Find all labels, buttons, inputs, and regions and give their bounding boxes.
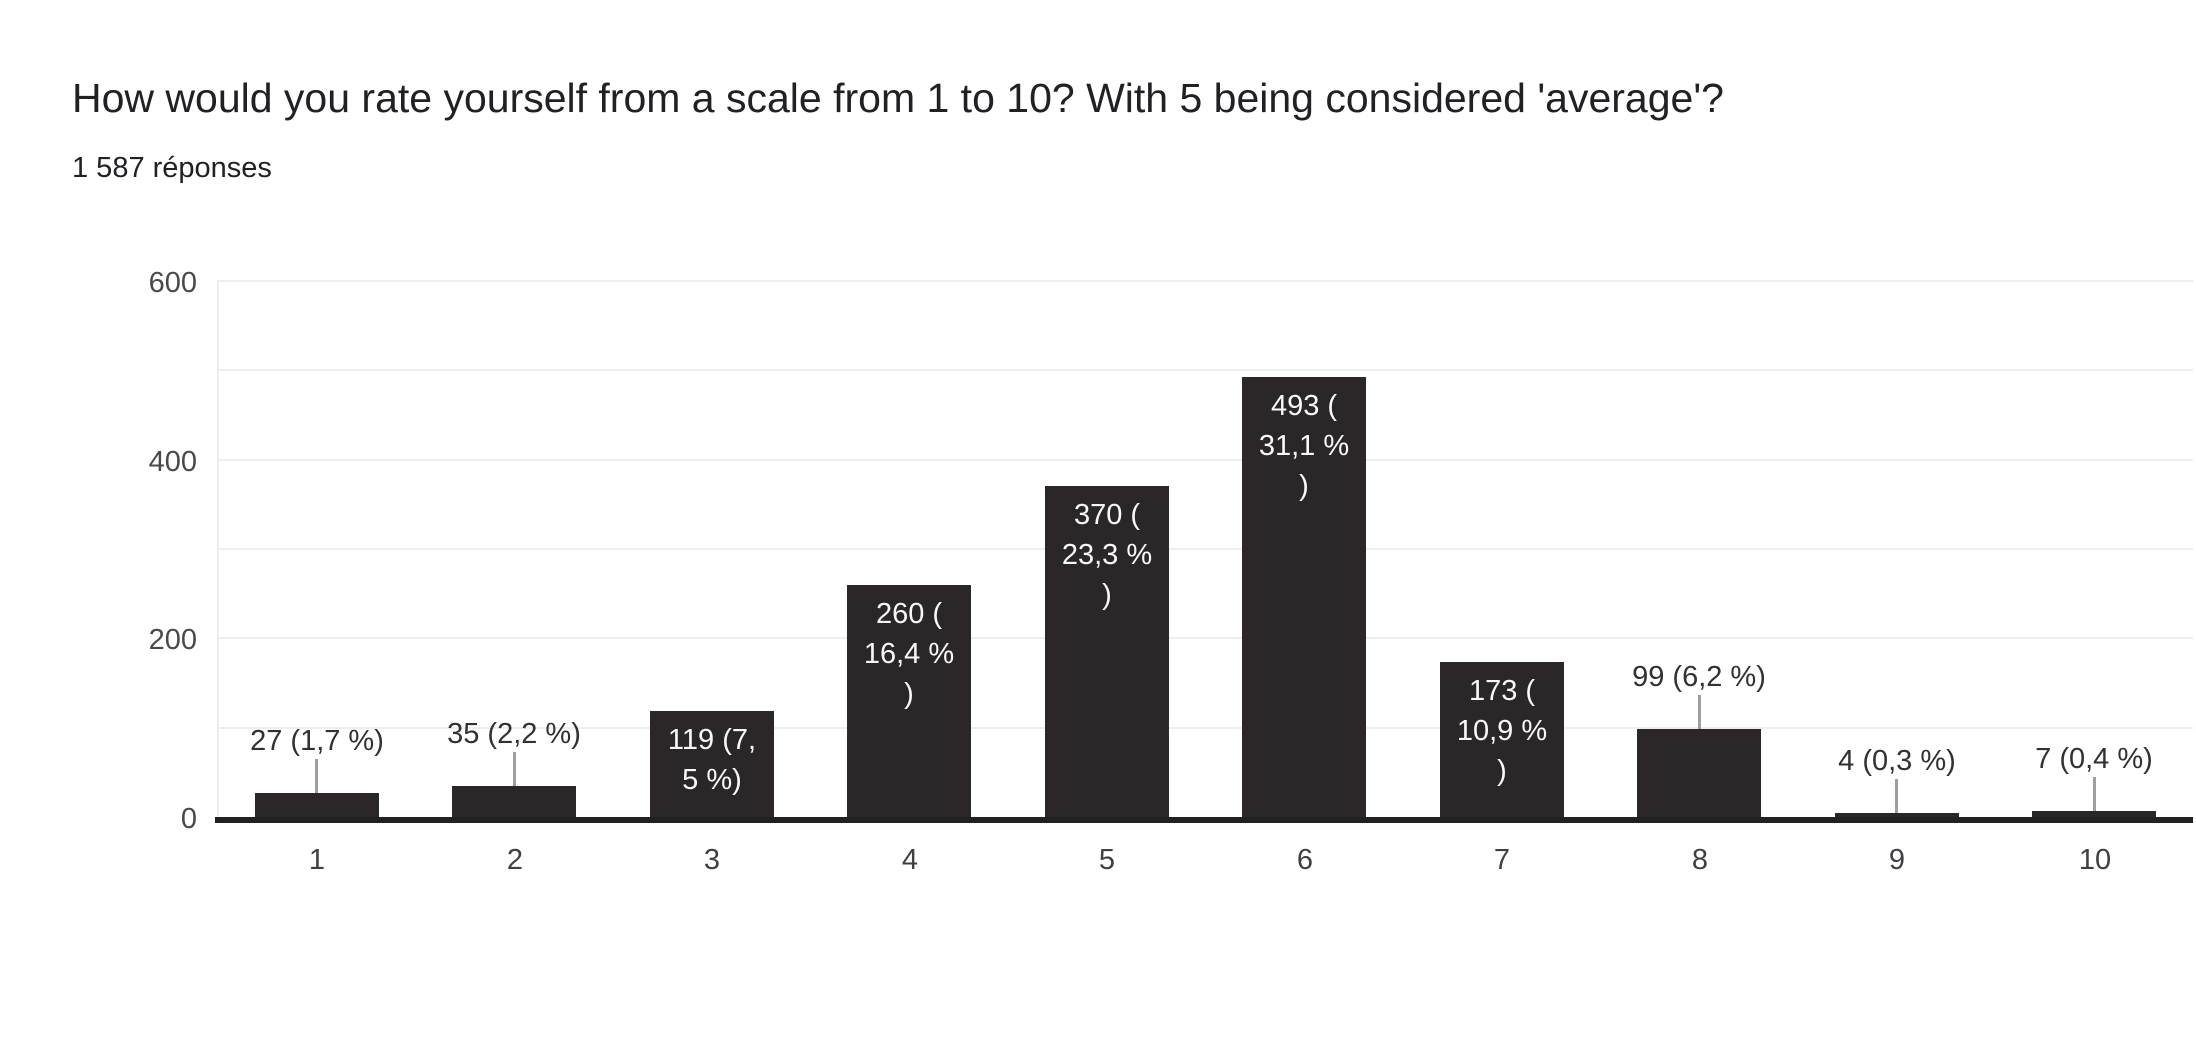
bar-8 — [1637, 729, 1761, 817]
bar-10 — [2032, 811, 2156, 817]
x-axis-category-label-6: 6 — [1296, 844, 1314, 876]
gridline-500 — [218, 369, 2193, 372]
x-axis-category-label-5: 5 — [1098, 844, 1116, 876]
bar-value-label-10: 7 (0,4 %) — [2035, 743, 2153, 775]
bar-7 — [1440, 662, 1564, 817]
bar-value-label-line: ) — [1299, 470, 1309, 502]
y-axis-line — [217, 281, 219, 817]
x-axis-category-label-10: 10 — [2078, 844, 2112, 876]
x-axis-category-label-1: 1 — [308, 844, 326, 876]
bar-value-label-5: 370 ( 23,3 %) — [1045, 495, 1169, 615]
bar-5 — [1045, 486, 1169, 817]
x-axis-category-label-2: 2 — [506, 844, 524, 876]
bar-1 — [255, 793, 379, 817]
bar-value-label-9: 4 (0,3 %) — [1838, 745, 1956, 777]
bar-value-label-8: 99 (6,2 %) — [1632, 661, 1766, 693]
bar-value-label-line: 23,3 % — [1061, 539, 1153, 571]
bar-9 — [1835, 813, 1959, 817]
bar-value-label-line: 5 %) — [682, 764, 742, 796]
label-connector-line-1 — [315, 759, 318, 793]
bar-value-label-4: 260 ( 16,4 %) — [847, 594, 971, 714]
gridline-300 — [218, 548, 2193, 550]
bar-value-label-1: 27 (1,7 %) — [250, 725, 384, 757]
gridline-200 — [218, 637, 2193, 640]
label-connector-line-2 — [513, 752, 516, 786]
y-axis-tick-label-600: 600 — [148, 267, 197, 299]
bar-value-label-line: 16,4 % — [863, 638, 955, 670]
bar-value-label-line: 119 (7, — [667, 724, 757, 756]
bar-value-label-line: 10,9 % — [1456, 715, 1548, 747]
x-axis-category-label-8: 8 — [1691, 844, 1709, 876]
bar-6 — [1242, 377, 1366, 817]
bar-4 — [847, 585, 971, 817]
x-axis-category-label-7: 7 — [1493, 844, 1511, 876]
question-title: How would you rate yourself from a scale… — [72, 75, 1724, 121]
label-connector-line-10 — [2093, 777, 2096, 811]
bar-value-label-3: 119 (7, 5 %) — [650, 720, 774, 800]
bar-value-label-line: 370 ( — [1073, 499, 1141, 531]
label-connector-line-9 — [1895, 779, 1898, 813]
gridline-400 — [218, 458, 2193, 461]
bar-value-label-line: ) — [1497, 755, 1507, 787]
y-axis-tick-label-0: 0 — [180, 803, 197, 835]
bar-value-label-line: 31,1 % — [1258, 430, 1350, 462]
bar-value-label-line: 260 ( — [875, 598, 943, 630]
x-axis-category-label-4: 4 — [901, 844, 919, 876]
label-connector-line-8 — [1698, 695, 1701, 729]
y-axis-tick-label-400: 400 — [148, 445, 197, 478]
bar-value-label-line: ) — [904, 678, 914, 710]
axis-baseline — [215, 817, 2193, 823]
bar-value-label-line: 173 ( — [1468, 675, 1536, 707]
bar-3 — [650, 711, 774, 817]
bar-value-label-6: 493 ( 31,1 %) — [1242, 386, 1366, 506]
y-axis-tick-label-200: 200 — [148, 624, 197, 657]
gridline-600 — [218, 280, 2193, 282]
bar-2 — [452, 786, 576, 817]
x-axis-category-label-3: 3 — [703, 844, 721, 876]
bar-value-label-line: ) — [1102, 579, 1112, 611]
bar-value-label-7: 173 ( 10,9 %) — [1440, 671, 1564, 791]
bar-value-label-line: 493 ( — [1270, 390, 1338, 422]
gridline-100 — [218, 726, 2193, 729]
responses-count: 1 587 réponses — [72, 152, 272, 184]
bar-value-label-2: 35 (2,2 %) — [447, 718, 581, 750]
x-axis-category-label-9: 9 — [1888, 844, 1906, 876]
